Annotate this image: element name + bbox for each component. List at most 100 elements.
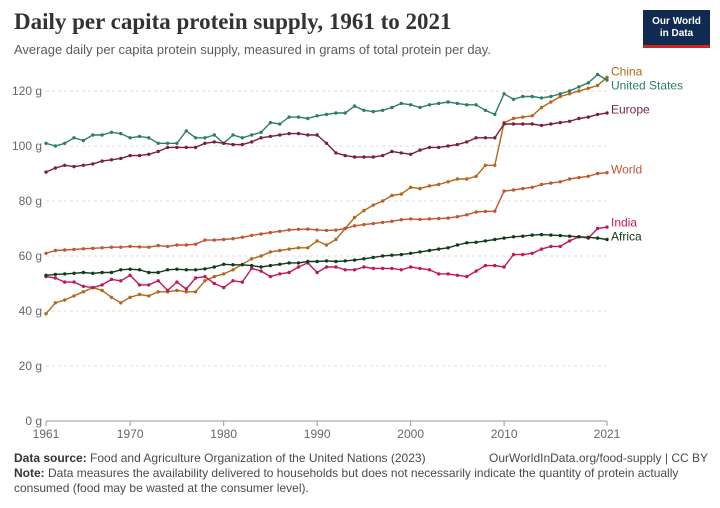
data-point[interactable] [306,259,310,264]
data-point[interactable] [493,263,497,268]
data-point[interactable] [493,209,497,213]
data-point[interactable] [259,265,263,269]
data-point[interactable] [437,272,441,276]
data-point[interactable] [586,86,590,91]
data-point[interactable] [62,280,67,284]
data-point[interactable] [278,229,282,233]
data-point[interactable] [380,254,385,258]
data-point[interactable] [502,236,506,240]
data-point[interactable] [203,141,207,145]
data-point[interactable] [203,136,207,140]
data-point[interactable] [250,133,254,137]
data-point[interactable] [390,253,394,257]
data-point[interactable] [212,133,216,137]
data-point[interactable] [147,283,151,287]
data-point[interactable] [399,192,403,196]
data-point[interactable] [287,115,291,119]
source-url-link[interactable]: OurWorldInData.org/food-supply | CC BY [489,451,708,465]
data-point[interactable] [605,75,609,80]
data-point[interactable] [511,188,516,192]
data-point[interactable] [91,271,95,275]
data-point[interactable] [539,96,544,100]
data-point[interactable] [147,294,151,298]
data-point[interactable] [222,272,226,276]
data-point[interactable] [119,131,123,136]
data-point[interactable] [558,120,562,125]
data-point[interactable] [250,257,254,261]
data-point[interactable] [437,247,441,251]
data-point[interactable] [530,185,534,189]
data-point[interactable] [315,133,319,137]
data-point[interactable] [100,283,104,287]
data-point[interactable] [62,272,67,276]
data-point[interactable] [455,215,460,219]
data-point[interactable] [324,228,329,233]
data-point[interactable] [324,141,329,145]
data-point[interactable] [409,152,413,156]
data-point[interactable] [222,262,226,266]
data-point[interactable] [362,208,366,213]
data-point[interactable] [334,237,338,242]
data-point[interactable] [278,262,282,266]
data-point[interactable] [193,268,198,272]
owid-logo[interactable]: Our World in Data [643,10,710,45]
data-point[interactable] [296,227,301,231]
data-point[interactable] [315,270,319,275]
data-point[interactable] [91,133,95,137]
data-point[interactable] [62,248,67,252]
data-point[interactable] [100,270,104,275]
data-point[interactable] [549,100,553,104]
data-point[interactable] [287,131,291,136]
data-point[interactable] [175,141,179,145]
data-point[interactable] [306,133,310,137]
data-point[interactable] [567,89,572,93]
data-point[interactable] [175,280,179,284]
data-point[interactable] [343,111,347,115]
data-point[interactable] [81,138,86,143]
data-point[interactable] [493,112,497,117]
data-point[interactable] [539,105,544,110]
data-point[interactable] [203,267,207,271]
data-point[interactable] [128,267,132,271]
series-line-world[interactable] [45,172,608,254]
data-point[interactable] [109,295,114,299]
data-point[interactable] [605,111,609,115]
data-point[interactable] [53,248,58,253]
data-point[interactable] [91,162,95,166]
data-point[interactable] [586,174,590,178]
data-point[interactable] [147,136,151,140]
data-point[interactable] [595,112,600,117]
data-point[interactable] [278,272,282,276]
data-point[interactable] [193,290,198,294]
data-point[interactable] [193,276,198,280]
data-point[interactable] [53,272,58,277]
data-point[interactable] [371,255,375,260]
data-point[interactable] [521,186,525,191]
data-point[interactable] [577,116,581,121]
data-point[interactable] [109,270,114,275]
data-point[interactable] [91,246,95,250]
data-point[interactable] [511,252,516,257]
data-point[interactable] [352,224,357,228]
data-point[interactable] [259,254,263,258]
data-point[interactable] [474,240,478,244]
data-point[interactable] [465,213,469,217]
data-point[interactable] [558,233,562,238]
data-point[interactable] [334,151,338,155]
data-point[interactable] [222,285,226,290]
data-point[interactable] [109,130,114,134]
data-point[interactable] [62,141,67,145]
data-point[interactable] [184,145,188,150]
data-point[interactable] [203,238,207,242]
data-point[interactable] [184,290,188,294]
data-point[interactable] [315,259,319,264]
data-point[interactable] [296,261,301,265]
data-point[interactable] [418,217,422,222]
data-point[interactable] [315,114,319,118]
data-point[interactable] [268,274,273,279]
data-point[interactable] [334,259,338,264]
data-point[interactable] [399,252,403,257]
data-point[interactable] [465,103,469,107]
data-point[interactable] [165,244,170,249]
data-point[interactable] [240,263,244,267]
